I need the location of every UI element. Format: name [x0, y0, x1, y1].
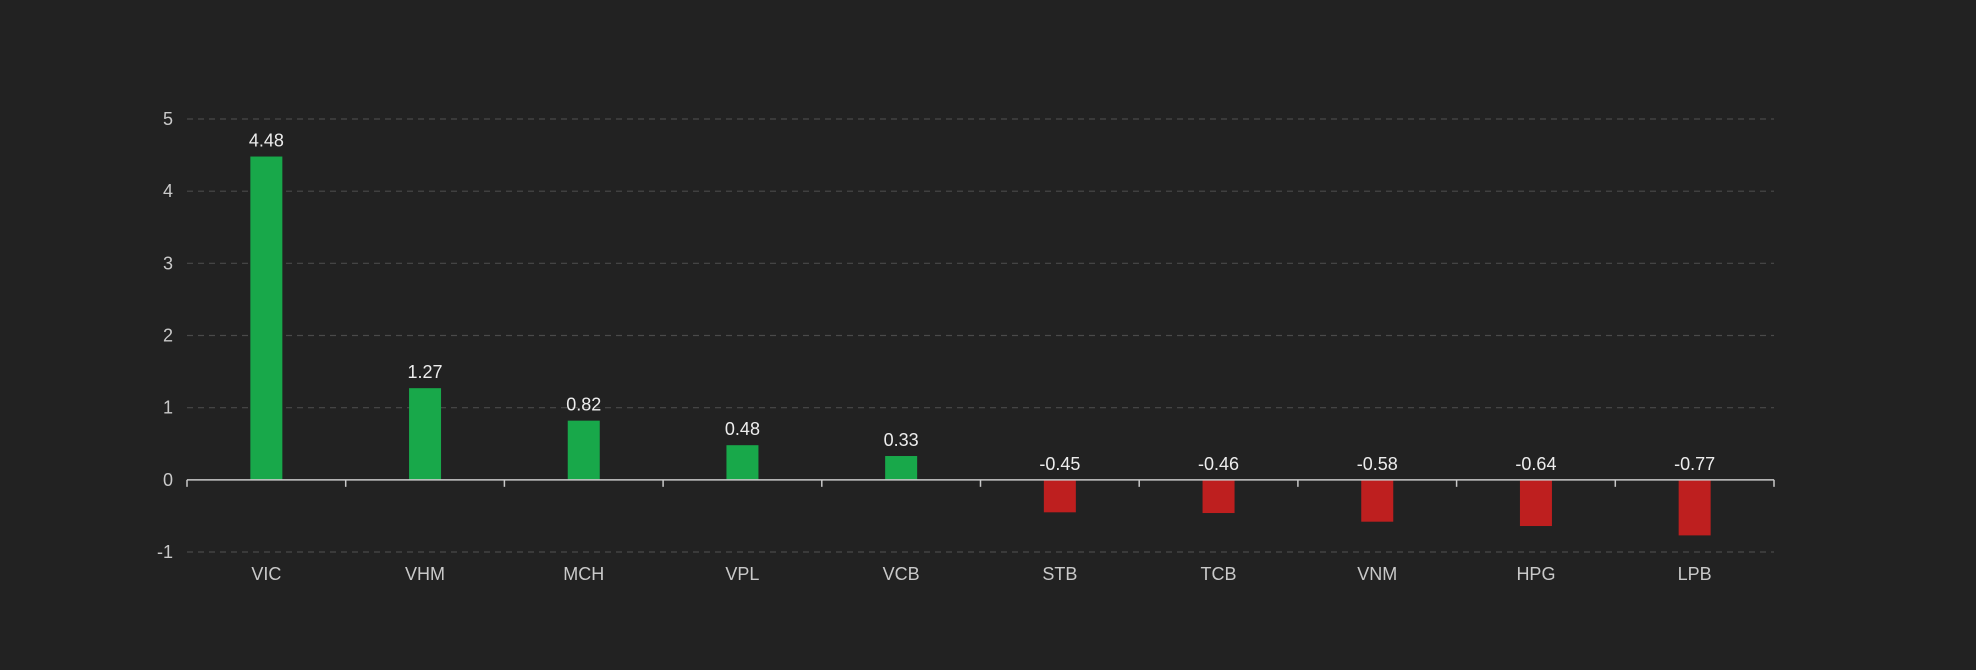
data-label: 0.82: [566, 395, 601, 415]
x-tick-label: VHM: [405, 564, 445, 584]
y-tick-label: 3: [163, 253, 173, 273]
data-label: 1.27: [408, 362, 443, 382]
bar-vhm: [409, 388, 442, 480]
x-tick-label: TCB: [1201, 564, 1237, 584]
y-tick-label: 1: [163, 398, 173, 418]
y-tick-label: -1: [157, 542, 173, 562]
data-labels: 4.48 1.27 0.82 0.48 0.33 -0.45 -0.46 -0.58 -0.64…: [249, 131, 1715, 474]
x-tick-label: VIC: [251, 564, 281, 584]
bars: [250, 156, 1711, 536]
bar-lpb: [1678, 479, 1711, 536]
data-label: -0.45: [1039, 454, 1080, 474]
bar-mch: [567, 420, 600, 480]
y-axis-tick-labels: 5 4 3 2 1 0 -1: [157, 109, 173, 562]
y-tick-label: 5: [163, 109, 173, 129]
x-tick-label: VCB: [883, 564, 920, 584]
y-tick-label: 4: [163, 181, 173, 201]
y-tick-label: 2: [163, 326, 173, 346]
x-tick-label: LPB: [1678, 564, 1712, 584]
data-label: -0.64: [1515, 454, 1556, 474]
x-axis-tick-labels: VIC VHM MCH VPL VCB STB TCB VNM HPG LPB: [251, 564, 1711, 584]
x-tick-label: MCH: [563, 564, 604, 584]
x-axis: [186, 479, 1775, 487]
data-label: 4.48: [249, 131, 284, 151]
x-tick-label: STB: [1042, 564, 1077, 584]
grid-lines: [187, 118, 1774, 553]
bar-hpg: [1519, 479, 1552, 527]
data-label: -0.46: [1198, 454, 1239, 474]
data-label: -0.58: [1357, 454, 1398, 474]
x-tick-label: VPL: [725, 564, 759, 584]
data-label: 0.48: [725, 419, 760, 439]
data-label: -0.77: [1674, 454, 1715, 474]
bar-vpl: [726, 445, 759, 480]
bar-tcb: [1202, 479, 1235, 514]
bar-vnm: [1361, 479, 1394, 522]
y-tick-label: 0: [163, 470, 173, 490]
x-tick-label: HPG: [1516, 564, 1555, 584]
bar-vcb: [885, 456, 918, 480]
bar-stb: [1043, 479, 1076, 513]
data-label: 0.33: [884, 430, 919, 450]
bar-vic: [250, 156, 283, 480]
x-tick-label: VNM: [1357, 564, 1397, 584]
